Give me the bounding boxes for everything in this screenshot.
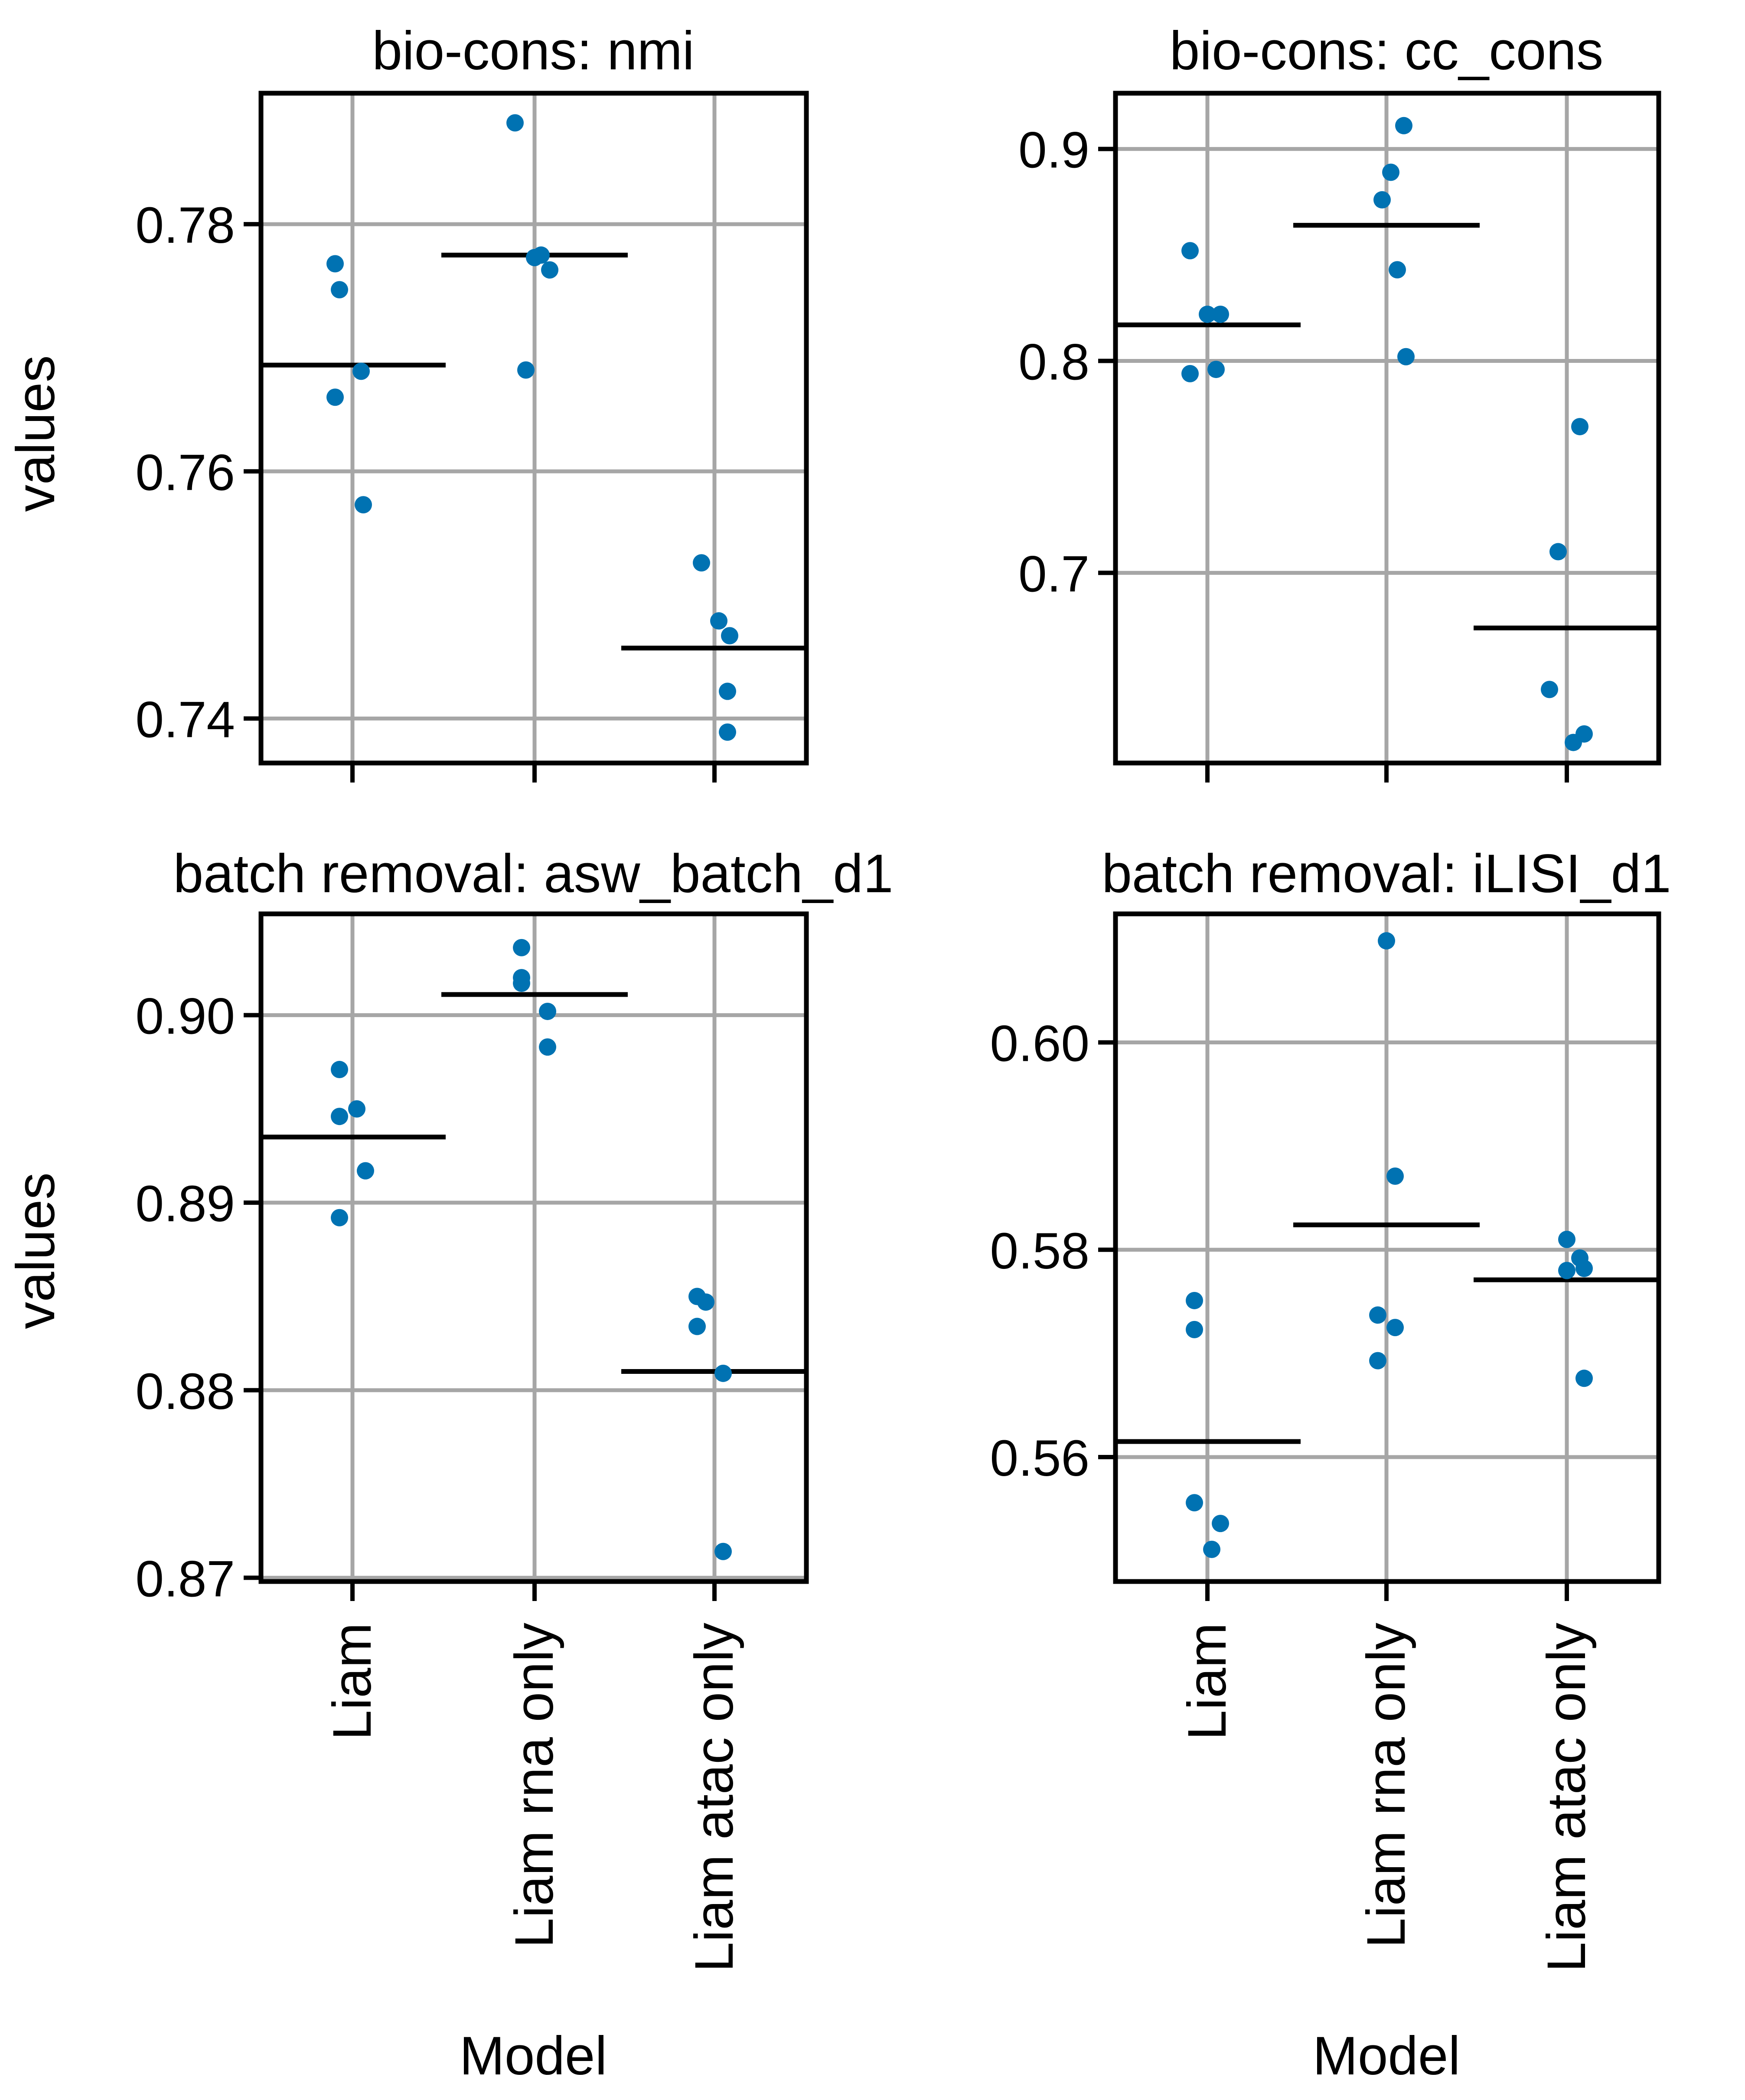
data-point: [1389, 261, 1406, 279]
data-point: [697, 1293, 714, 1311]
grid-and-points: 0.7 0.8 0.9: [1018, 91, 1661, 783]
data-point: [331, 1209, 348, 1226]
y-tick-label: 0.89: [135, 1175, 235, 1233]
data-point: [526, 249, 543, 267]
data-point: [513, 975, 530, 992]
data-point: [1558, 1262, 1575, 1279]
x-tick-label: Liam atac only: [1536, 1623, 1597, 1972]
y-tick-label: 0.76: [135, 444, 235, 501]
data-point: [721, 627, 738, 645]
axes-frame: [258, 911, 809, 1584]
data-point: [1549, 543, 1567, 561]
axes-frame: [1113, 911, 1661, 1584]
panel-batch-removal-ilisi-d1: batch removal: iLISI_d1 0.56 0.58 0.60 Liam…: [990, 844, 1671, 2086]
data-point: [1575, 1259, 1593, 1277]
y-tick-label: 0.8: [1018, 334, 1089, 391]
data-point: [1181, 365, 1199, 382]
data-point: [719, 682, 736, 700]
data-point: [541, 261, 558, 279]
data-point: [331, 1108, 348, 1125]
x-tick-label: Liam: [322, 1623, 382, 1740]
y-tick-label: 0.60: [990, 1015, 1089, 1073]
data-point: [1212, 305, 1229, 323]
y-tick-label: 0.9: [1018, 122, 1089, 179]
data-point: [539, 1038, 556, 1056]
panel-batch-removal-asw-batch-d1: batch removal: asw_batch_d1 0.87 0.88 0.89…: [6, 844, 893, 2086]
data-point: [1397, 348, 1415, 365]
data-point: [719, 723, 736, 741]
grid-and-points: 0.56 0.58 0.60 Liam Liam rna only Liam atac o…: [990, 911, 1661, 1972]
data-point: [1186, 1494, 1203, 1512]
data-point: [1212, 1515, 1229, 1533]
data-point: [1558, 1230, 1575, 1248]
data-point: [714, 1542, 732, 1560]
data-point: [1386, 1167, 1404, 1185]
panel-title: bio-cons: cc_cons: [1170, 21, 1604, 81]
data-point: [1186, 1321, 1203, 1338]
data-point: [326, 255, 344, 273]
data-point: [1186, 1291, 1203, 1309]
y-tick-label: 0.90: [135, 988, 235, 1045]
data-point: [1207, 361, 1225, 378]
data-point: [1369, 1306, 1386, 1324]
data-point: [1386, 1319, 1404, 1337]
data-point: [1373, 191, 1391, 209]
x-tick-label: Liam rna only: [504, 1623, 564, 1948]
x-axis-label: Model: [460, 2026, 607, 2086]
panel-title: bio-cons: nmi: [372, 21, 694, 81]
data-point: [352, 362, 370, 380]
x-axis-label: Model: [1313, 2026, 1460, 2086]
data-point: [1575, 1370, 1593, 1387]
data-point: [1565, 734, 1582, 751]
data-point: [1541, 681, 1558, 698]
y-axis-label: values: [6, 355, 66, 512]
y-tick-label: 0.78: [135, 197, 235, 254]
x-tick-label: Liam: [1177, 1623, 1237, 1740]
data-point: [1203, 1540, 1220, 1558]
axes-frame: [1113, 91, 1661, 766]
data-point: [1378, 932, 1395, 950]
data-point: [513, 939, 530, 956]
data-point: [710, 612, 727, 630]
data-point: [348, 1100, 365, 1118]
data-point: [714, 1364, 732, 1382]
panel-bio-cons-nmi: bio-cons: nmi 0.74 0.76 0.78 values: [6, 21, 809, 783]
y-tick-label: 0.88: [135, 1363, 235, 1420]
data-point: [693, 554, 710, 572]
data-point: [517, 361, 535, 379]
data-point: [1181, 242, 1199, 260]
x-tick-label: Liam rna only: [1356, 1623, 1416, 1948]
axes-frame: [258, 91, 809, 766]
data-point: [326, 388, 344, 406]
y-tick-label: 0.56: [990, 1430, 1089, 1487]
y-tick-label: 0.7: [1018, 545, 1089, 603]
data-point: [506, 114, 524, 132]
data-point: [331, 1061, 348, 1079]
x-tick-label: Liam atac only: [684, 1623, 744, 1972]
data-point: [1395, 117, 1412, 134]
grid-and-points: 0.87 0.88 0.89 0.90 Liam Liam rna only Liam at…: [135, 911, 809, 1972]
data-point: [331, 281, 348, 299]
data-point: [1571, 418, 1588, 436]
panel-title: batch removal: iLISI_d1: [1102, 844, 1671, 904]
y-axis-label: values: [6, 1172, 66, 1329]
panel-bio-cons-cc-cons: bio-cons: cc_cons 0.7 0.8 0.9: [1018, 21, 1661, 783]
data-point: [1369, 1352, 1386, 1370]
data-point: [1382, 163, 1399, 181]
data-point: [355, 496, 372, 514]
y-tick-label: 0.58: [990, 1223, 1089, 1280]
data-point: [1199, 305, 1216, 323]
y-tick-label: 0.74: [135, 691, 235, 748]
data-point: [688, 1317, 706, 1335]
data-point: [357, 1162, 374, 1180]
panel-title: batch removal: asw_batch_d1: [173, 844, 894, 904]
grid-and-points: 0.74 0.76 0.78: [135, 91, 809, 783]
data-point: [539, 1002, 556, 1020]
y-tick-label: 0.87: [135, 1550, 235, 1608]
